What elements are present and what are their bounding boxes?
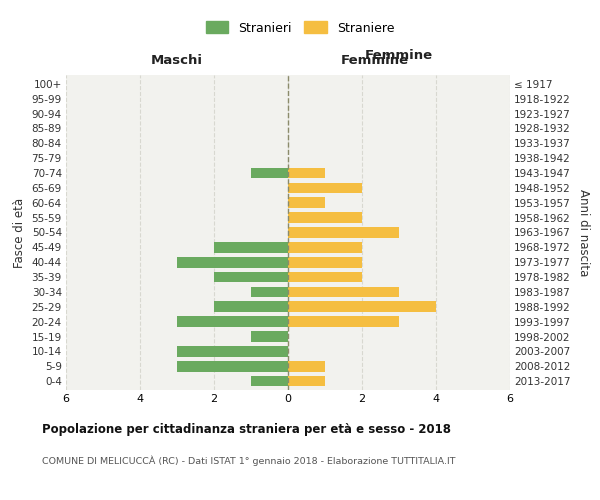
Text: COMUNE DI MELICUCCÀ (RC) - Dati ISTAT 1° gennaio 2018 - Elaborazione TUTTITALIA.: COMUNE DI MELICUCCÀ (RC) - Dati ISTAT 1°…	[42, 455, 455, 466]
Bar	[288, 361, 325, 372]
Bar	[288, 376, 325, 386]
Bar	[288, 242, 362, 252]
Bar	[251, 376, 288, 386]
Bar	[288, 302, 436, 312]
Text: Popolazione per cittadinanza straniera per età e sesso - 2018: Popolazione per cittadinanza straniera p…	[42, 422, 451, 436]
Bar	[288, 257, 362, 268]
Bar	[214, 302, 288, 312]
Bar	[288, 182, 362, 194]
Legend: Stranieri, Straniere: Stranieri, Straniere	[201, 16, 399, 40]
Bar	[177, 361, 288, 372]
Bar	[214, 242, 288, 252]
Bar	[288, 168, 325, 178]
Bar	[251, 286, 288, 298]
Bar	[288, 198, 325, 208]
Bar	[251, 331, 288, 342]
Bar	[177, 346, 288, 356]
Text: Maschi: Maschi	[151, 54, 203, 68]
Bar	[288, 212, 362, 223]
Bar	[288, 316, 399, 327]
Bar	[288, 286, 399, 298]
Bar	[214, 272, 288, 282]
Y-axis label: Fasce di età: Fasce di età	[13, 198, 26, 268]
Bar	[288, 272, 362, 282]
Bar	[177, 316, 288, 327]
Bar	[251, 168, 288, 178]
Text: Femmine: Femmine	[365, 50, 433, 62]
Bar	[288, 227, 399, 238]
Y-axis label: Anni di nascita: Anni di nascita	[577, 189, 590, 276]
Bar	[177, 257, 288, 268]
Text: Femmine: Femmine	[341, 54, 409, 68]
